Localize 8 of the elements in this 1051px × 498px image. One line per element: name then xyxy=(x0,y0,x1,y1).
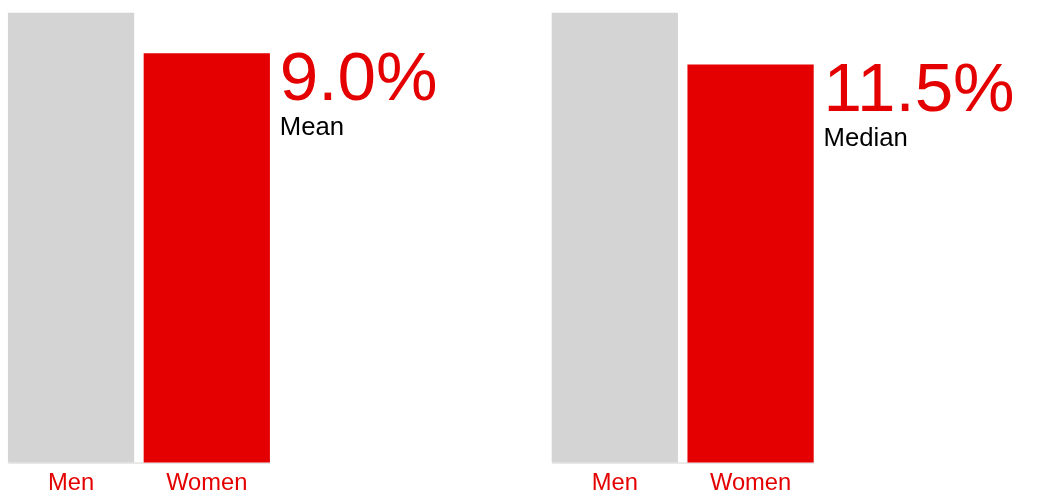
x-tick-label: Women xyxy=(166,468,248,495)
x-tick-label: Men xyxy=(591,468,638,495)
x-tick-label: Women xyxy=(709,468,792,495)
text: 11.5% xyxy=(823,47,1015,126)
x-tick-label: Men xyxy=(47,468,95,495)
text: Median xyxy=(823,123,908,152)
text: Mean xyxy=(279,112,345,141)
text: 9.0% xyxy=(279,36,438,115)
